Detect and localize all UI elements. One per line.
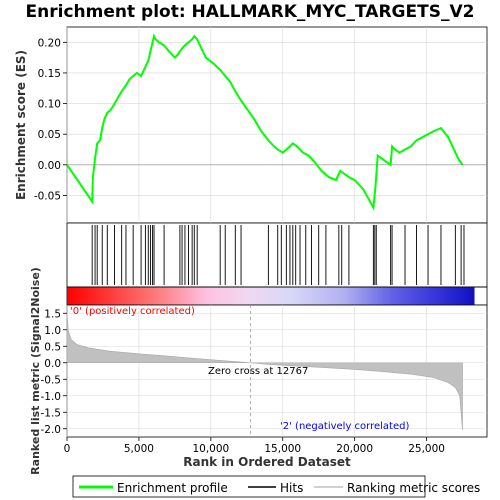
legend: Enrichment profile Hits Ranking metric s…: [72, 475, 480, 498]
x-tick-label: 20,000: [336, 443, 373, 455]
ranking-metric-fill: [66, 313, 463, 431]
es-y-tick-label: 0.00: [38, 160, 61, 172]
x-axis: 0 5,000 10,000 15,000 20,000 25,000: [64, 437, 445, 455]
legend-label-enrichment: Enrichment profile: [117, 481, 228, 495]
ranking-metric-area: [66, 313, 463, 431]
enrichment-profile-line: [66, 33, 464, 212]
rank-color-gradient: [67, 287, 475, 305]
es-y-axis: -0.05 0.00 0.05 0.10 0.15 0.20: [34, 37, 67, 202]
hits-panel-frame: [66, 222, 488, 288]
hit-markers: [91, 225, 465, 285]
es-y-tick-label: 0.10: [38, 99, 61, 111]
metric-y-axis-label: Ranked list metric (Signal2Noise): [29, 267, 42, 475]
metric-y-tick-label: 1.5: [44, 308, 61, 320]
zero-cross-label: Zero cross at 12767: [208, 366, 308, 377]
chart-title: Enrichment plot: HALLMARK_MYC_TARGETS_V2: [26, 2, 475, 22]
es-y-axis-label: Enrichment score (ES): [14, 50, 28, 200]
x-tick-label: 15,000: [264, 443, 301, 455]
es-curve-layer: [66, 33, 464, 212]
x-tick-label: 25,000: [408, 443, 445, 455]
es-y-tick-label: 0.05: [38, 129, 61, 141]
x-tick-label: 10,000: [192, 443, 229, 455]
x-tick-label: 5,000: [124, 443, 154, 455]
legend-label-metric: Ranking metric scores: [347, 481, 480, 495]
positive-correlation-label: '0' (positively correlated): [70, 306, 195, 317]
metric-y-tick-label: 0.0: [44, 358, 61, 370]
metric-y-tick-label: 1.0: [44, 325, 61, 337]
es-y-tick-label: -0.05: [34, 190, 61, 202]
metric-y-tick-label: -2.0: [41, 424, 62, 436]
negative-correlation-label: '2' (negatively correlated): [280, 421, 409, 432]
metric-y-tick-label: -1.0: [41, 391, 62, 403]
legend-label-hits: Hits: [280, 481, 303, 495]
metric-y-tick-label: 0.5: [44, 341, 61, 353]
metric-y-axis: -2.0 -1.5 -1.0 -0.5 0.0 0.5 1.0 1.5: [41, 308, 67, 436]
x-tick-label: 0: [64, 443, 71, 455]
x-axis-label: Rank in Ordered Dataset: [183, 455, 351, 469]
es-y-tick-label: 0.15: [38, 68, 61, 80]
es-panel-frame: [66, 26, 488, 224]
metric-y-tick-label: -1.5: [41, 407, 62, 419]
es-y-tick-label: 0.20: [38, 37, 61, 49]
rank-color-bar: [67, 287, 475, 305]
metric-y-tick-label: -0.5: [41, 374, 62, 386]
